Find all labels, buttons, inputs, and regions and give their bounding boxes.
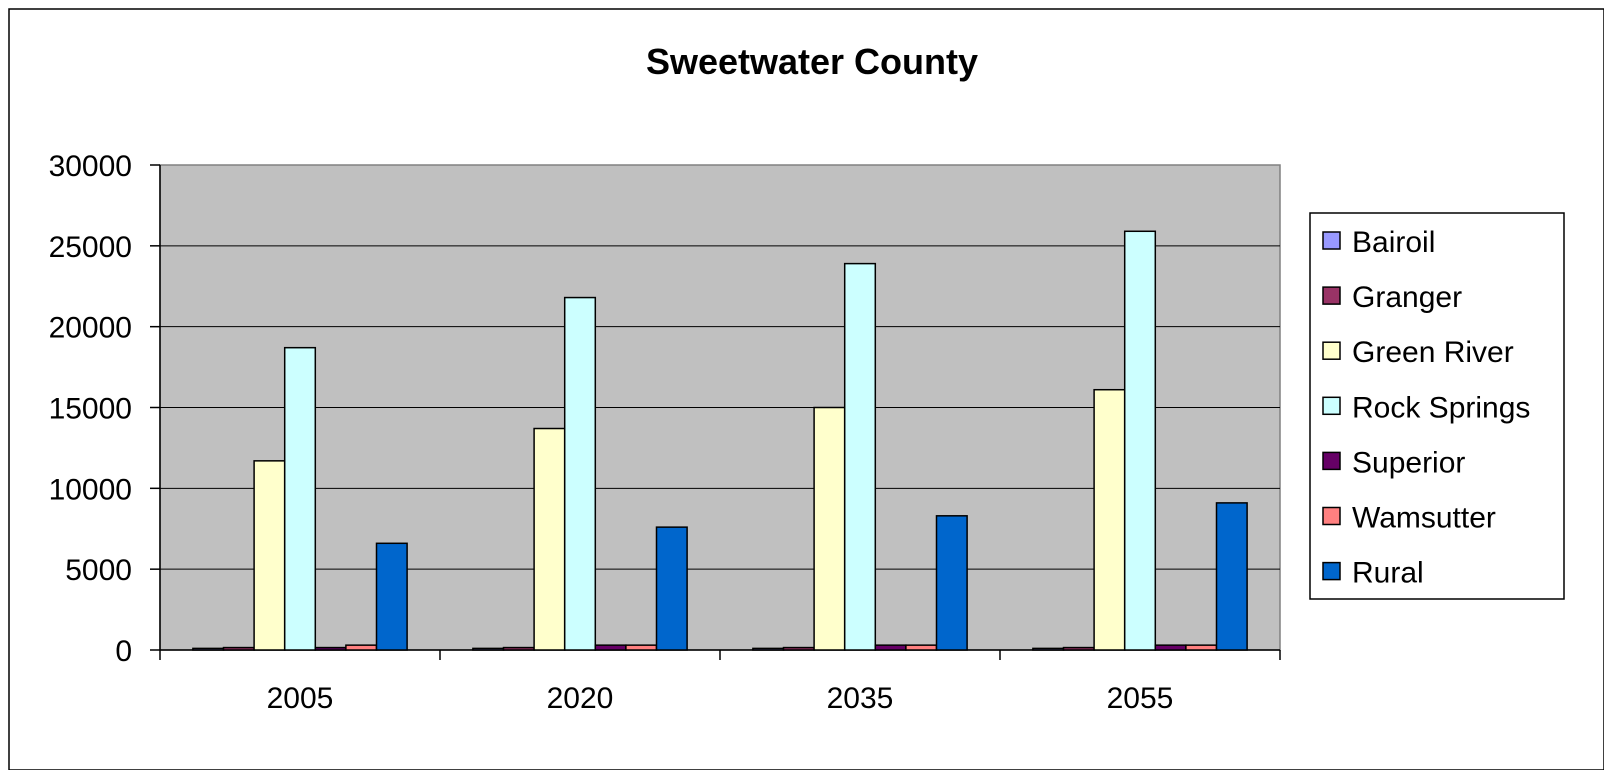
y-tick-label: 15000 bbox=[49, 393, 132, 426]
bar-rock-springs bbox=[1123, 230, 1157, 651]
bar-rural bbox=[935, 515, 968, 651]
bar-rural bbox=[1215, 502, 1248, 651]
y-tick-label: 10000 bbox=[49, 473, 132, 506]
y-tick-label: 20000 bbox=[49, 312, 132, 345]
legend-label: Rock Springs bbox=[1352, 391, 1530, 424]
bar-superior bbox=[594, 644, 627, 651]
bar-granger bbox=[502, 646, 535, 651]
bar-rock-springs bbox=[563, 296, 597, 651]
bar-rural bbox=[375, 542, 408, 651]
legend-label: Superior bbox=[1352, 446, 1465, 479]
bar-wamsutter bbox=[625, 644, 658, 651]
bar-superior bbox=[1154, 644, 1187, 651]
bar-bairoil bbox=[192, 647, 225, 651]
plot-area: 0 5000 10000 15000 20000 25000 30000 2005 2020 20… bbox=[49, 150, 1281, 715]
x-tick-label: 2035 bbox=[827, 682, 894, 715]
bar-superior bbox=[314, 646, 347, 651]
bar-green-river bbox=[253, 460, 286, 651]
legend-swatch bbox=[1322, 231, 1341, 250]
legend: Bairoil Granger Green River Rock Springs Sup… bbox=[1309, 212, 1565, 600]
bar-granger bbox=[782, 646, 815, 651]
legend-swatch bbox=[1322, 561, 1341, 581]
legend-swatch bbox=[1322, 341, 1341, 360]
bar-green-river bbox=[813, 406, 846, 651]
y-tick-label: 25000 bbox=[49, 231, 132, 264]
legend-swatch bbox=[1322, 286, 1341, 305]
x-tick-label: 2020 bbox=[547, 682, 614, 715]
legend-box bbox=[1309, 212, 1565, 600]
legend-label: Rural bbox=[1352, 557, 1424, 590]
bar-rock-springs bbox=[843, 262, 877, 651]
bar-superior bbox=[874, 644, 907, 651]
bar-wamsutter bbox=[345, 644, 378, 651]
bar-granger bbox=[1062, 646, 1095, 651]
bar-wamsutter bbox=[905, 644, 938, 651]
legend-label: Wamsutter bbox=[1352, 502, 1496, 535]
bar-rural bbox=[655, 526, 688, 651]
bar-rock-springs bbox=[283, 346, 317, 651]
y-tick-label: 30000 bbox=[49, 150, 132, 183]
bar-bairoil bbox=[472, 647, 505, 651]
legend-swatch bbox=[1322, 451, 1341, 471]
bar-granger bbox=[222, 646, 255, 651]
y-tick-label: 0 bbox=[115, 635, 132, 668]
legend-label: Granger bbox=[1352, 281, 1462, 314]
bar-bairoil bbox=[752, 647, 785, 651]
bar-green-river bbox=[533, 427, 566, 651]
x-tick-label: 2005 bbox=[267, 682, 334, 715]
x-tick-label: 2055 bbox=[1107, 682, 1174, 715]
bar-wamsutter bbox=[1185, 644, 1218, 651]
legend-swatch bbox=[1322, 396, 1341, 416]
legend-swatch bbox=[1322, 506, 1341, 526]
y-tick-label: 5000 bbox=[65, 554, 132, 587]
bar-bairoil bbox=[1032, 647, 1065, 651]
chart-title: Sweetwater County bbox=[646, 41, 978, 82]
legend-label: Green River bbox=[1352, 336, 1514, 369]
bar-green-river bbox=[1093, 388, 1126, 651]
legend-label: Bairoil bbox=[1352, 226, 1435, 259]
